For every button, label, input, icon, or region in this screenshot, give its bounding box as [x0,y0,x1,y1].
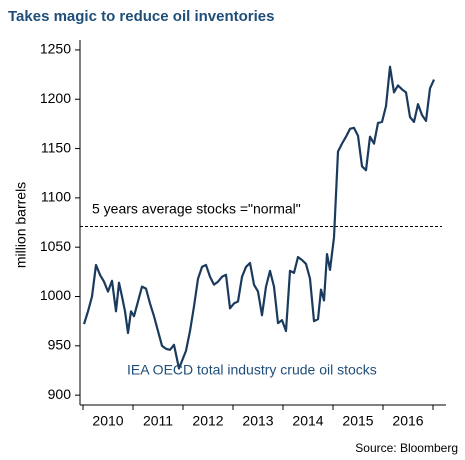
annotation: IEA OECD total industry crude oil stocks [127,362,377,378]
x-tick-label: 2015 [342,413,373,429]
y-tick-label: 1250 [40,41,71,57]
y-tick-label: 1150 [41,139,71,155]
x-tick-label: 2011 [143,413,173,429]
x-tick-label: 2012 [192,413,223,429]
y-tick-label: 1000 [40,287,71,303]
source: Source: Bloomberg [355,441,458,455]
y-axis-label: million barrels [13,182,29,268]
y-tick-label: 1100 [41,189,71,205]
data-line [82,65,436,370]
chart-title: Takes magic to reduce oil inventories [8,8,274,25]
x-tick-label: 2016 [392,413,423,429]
y-tick-label: 950 [48,337,72,353]
y-tick-label: 900 [48,386,72,402]
y-tick-label: 1050 [40,238,71,254]
annotation: 5 years average stocks ="normal" [92,201,301,217]
y-tick-label: 1200 [40,90,71,106]
x-tick-label: 2013 [242,413,273,429]
x-tick-label: 2010 [92,413,123,429]
x-tick-label: 2014 [292,413,323,429]
